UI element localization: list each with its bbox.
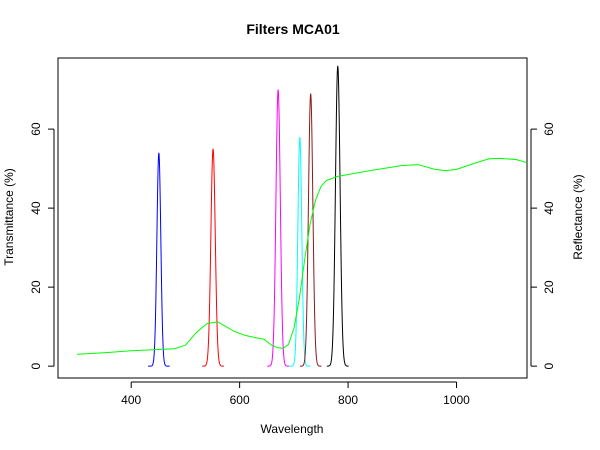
y-tick-label-left: 40 (29, 201, 43, 215)
chart-title: Filters MCA01 (246, 21, 340, 37)
filter-curve-2 (202, 148, 224, 367)
y-tick-label-right: 60 (542, 122, 556, 136)
filter-curve-5 (299, 93, 322, 367)
y-tick-label-left: 20 (29, 280, 43, 294)
y-tick-label-right: 40 (542, 201, 556, 215)
y-tick-label-right: 20 (542, 280, 556, 294)
y-axis-label-right: Reflectance (%) (571, 174, 585, 259)
x-tick-label: 600 (230, 393, 250, 407)
y-axis-label-left: Transmittance (%) (2, 168, 16, 266)
filter-curve-1 (148, 152, 170, 367)
x-tick-label: 400 (121, 393, 141, 407)
filter-curve-3 (267, 89, 289, 367)
x-axis-label: Wavelength (261, 422, 324, 436)
filter-curve-4 (288, 136, 311, 367)
reflectance-curve (76, 157, 528, 355)
y-tick-label-left: 0 (29, 362, 43, 369)
plot-frame (57, 57, 528, 379)
y-tick-label-left: 60 (29, 122, 43, 136)
x-tick-label: 800 (338, 393, 358, 407)
chart-marks: 400 600 800 1000 0 0 20 20 40 40 60 60 (29, 65, 556, 407)
x-tick-label: 1000 (443, 393, 470, 407)
y-tick-label-right: 0 (542, 362, 556, 369)
filter-curve-6 (326, 65, 349, 367)
